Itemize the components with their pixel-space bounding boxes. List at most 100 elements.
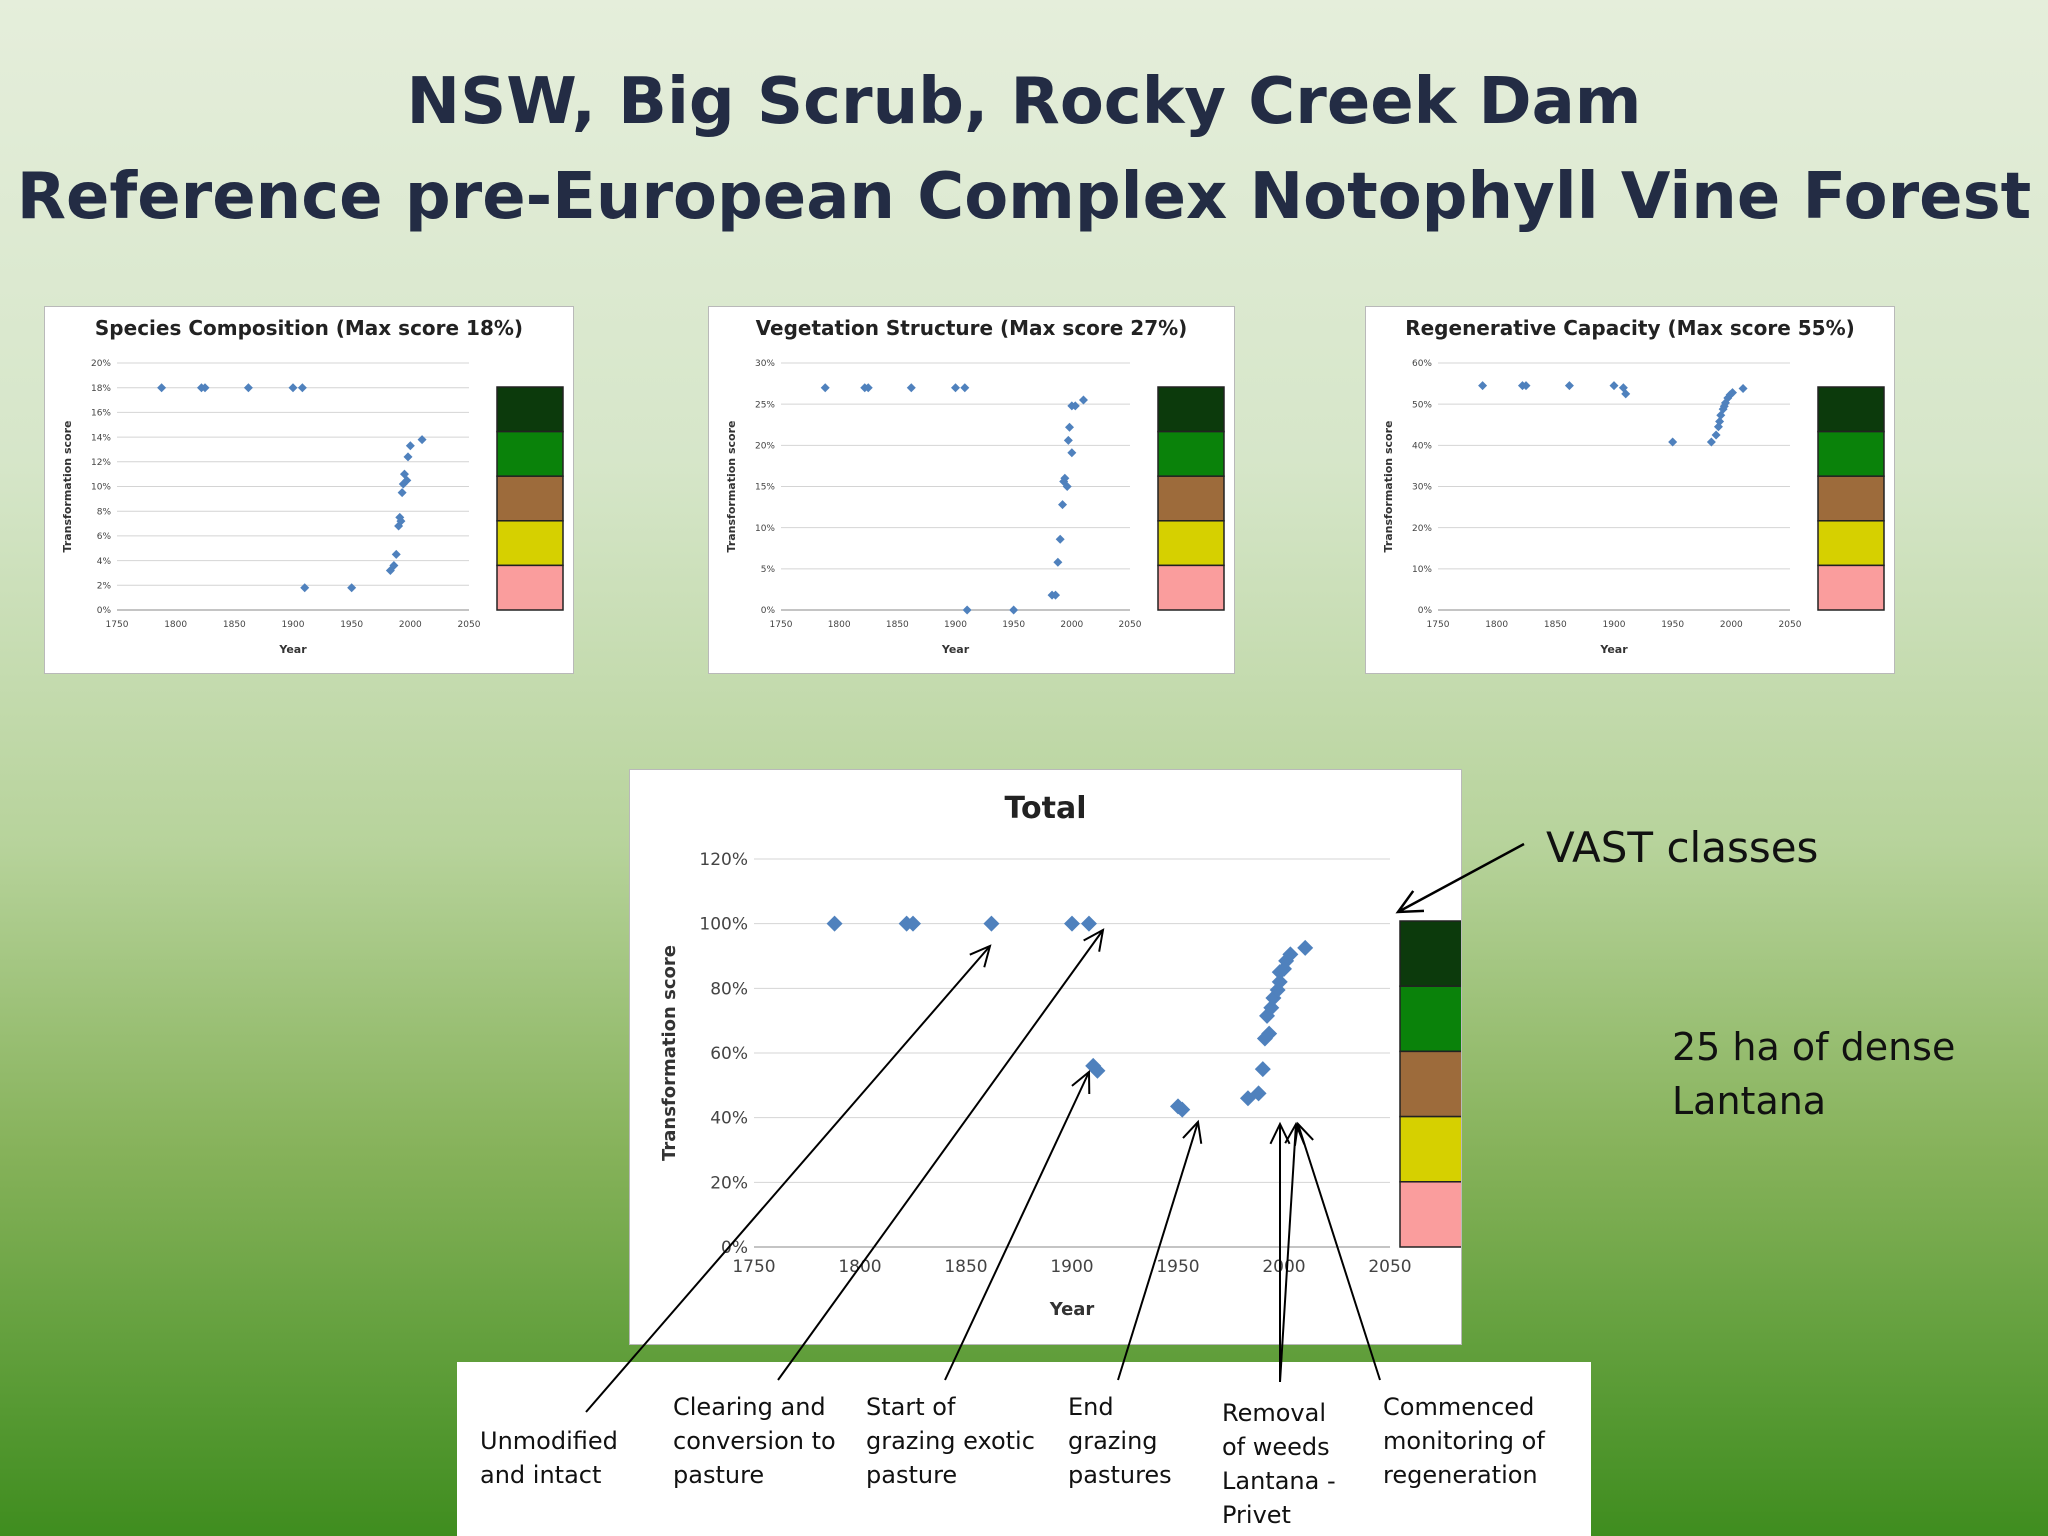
x-tick-label: 1800 — [828, 620, 851, 630]
vast-class-band — [1817, 386, 1885, 433]
y-axis-label: Transformation score — [659, 945, 680, 1161]
y-tick-label: 15% — [755, 483, 775, 493]
y-axis-label: Transformation score — [725, 421, 738, 553]
data-point — [1706, 437, 1716, 447]
x-tick-label: 1900 — [1050, 1257, 1093, 1277]
vast-class-band — [1817, 430, 1885, 477]
data-point — [1297, 939, 1314, 956]
data-point — [157, 383, 167, 393]
y-tick-label: 2% — [97, 581, 112, 591]
y-tick-label: 0% — [1418, 606, 1433, 616]
data-point — [1618, 383, 1628, 393]
species-composition-chart: Species Composition (Max score 18%) 0% 2% 4… — [44, 306, 574, 674]
vast-class-band — [1817, 564, 1885, 611]
y-tick-label: 20% — [755, 441, 775, 451]
vast-class-band — [1817, 475, 1885, 522]
vast-class-band — [1157, 564, 1225, 611]
x-tick-label: 1850 — [944, 1257, 987, 1277]
y-tick-label: 50% — [1412, 400, 1432, 410]
data-point — [906, 383, 916, 393]
data-point — [863, 383, 873, 393]
y-tick-label: 0% — [97, 606, 112, 616]
y-tick-label: 5% — [761, 565, 776, 575]
annotation-monitoring: Commenced monitoring of regeneration — [1383, 1393, 1545, 1489]
annotation-clearing: Clearing and conversion to pasture — [673, 1393, 836, 1489]
x-tick-label: 2050 — [1368, 1257, 1411, 1277]
chart-title: Regenerative Capacity (Max score 55%) — [1405, 316, 1855, 340]
x-tick-label: 1950 — [1156, 1257, 1199, 1277]
x-tick-label: 1950 — [1002, 620, 1025, 630]
data-point — [1261, 1025, 1278, 1042]
x-axis-label: Year — [278, 643, 307, 656]
data-point — [905, 915, 921, 932]
chart-title: Species Composition (Max score 18%) — [95, 316, 523, 340]
y-tick-label: 10% — [1412, 565, 1432, 575]
data-point — [1078, 395, 1088, 405]
data-point — [405, 441, 415, 451]
data-point — [962, 605, 972, 615]
data-point — [1621, 389, 1631, 399]
data-point — [397, 488, 407, 498]
y-tick-label: 20% — [91, 359, 111, 369]
x-tick-label: 1750 — [732, 1257, 775, 1277]
x-tick-label: 2000 — [1262, 1257, 1305, 1277]
vast-class-band — [1399, 1050, 1461, 1118]
x-axis-label: Year — [941, 643, 970, 656]
data-point — [960, 383, 970, 393]
data-point — [983, 915, 1000, 932]
data-point — [1668, 437, 1678, 447]
data-point — [1067, 448, 1077, 458]
chart-title: Vegetation Structure (Max score 27%) — [756, 316, 1188, 340]
regenerative-capacity-chart: Regenerative Capacity (Max score 55%) 0% 1… — [1365, 306, 1895, 674]
data-point — [297, 383, 307, 393]
x-axis-label: Year — [1599, 643, 1628, 656]
x-tick-label: 2050 — [1779, 620, 1802, 630]
vast-class-band — [496, 475, 564, 522]
vegetation-structure-chart: Vegetation Structure (Max score 27%) 0% 5%… — [708, 306, 1235, 674]
data-point — [1080, 915, 1097, 932]
data-point — [347, 583, 357, 593]
vast-class-band — [496, 564, 564, 611]
data-point — [1271, 973, 1288, 990]
x-tick-label: 2000 — [1060, 620, 1083, 630]
data-point — [1609, 381, 1619, 391]
x-tick-label: 1900 — [1603, 620, 1626, 630]
data-point — [396, 516, 406, 526]
y-tick-label: 40% — [1412, 441, 1432, 451]
x-tick-label: 1750 — [106, 620, 129, 630]
data-point — [1738, 384, 1748, 394]
data-point — [1564, 381, 1574, 391]
y-tick-label: 60% — [1412, 359, 1432, 369]
data-point — [1062, 482, 1072, 491]
y-tick-label: 20% — [1412, 524, 1432, 534]
y-tick-label: 6% — [97, 532, 112, 542]
vast-classes-label: VAST classes — [1546, 823, 1819, 872]
data-point — [417, 435, 427, 445]
data-point — [1009, 605, 1019, 615]
data-point — [1055, 534, 1065, 544]
x-tick-label: 1750 — [770, 620, 793, 630]
y-axis-label: Transformation score — [61, 421, 74, 553]
vast-class-band — [1157, 475, 1225, 522]
y-axis-label: Transformation score — [1382, 421, 1395, 553]
vast-class-band — [1399, 985, 1461, 1053]
data-point — [1259, 1007, 1276, 1024]
x-tick-label: 1800 — [164, 620, 187, 630]
vast-class-band — [1399, 920, 1461, 987]
vast-class-band — [1157, 386, 1225, 433]
data-point — [300, 583, 310, 593]
data-point — [1063, 435, 1073, 445]
x-tick-label: 1850 — [1544, 620, 1567, 630]
data-point — [1060, 473, 1070, 483]
annotation-unmodified: Unmodified and intact — [480, 1427, 618, 1489]
y-tick-label: 40% — [710, 1109, 748, 1129]
y-tick-label: 14% — [91, 433, 111, 443]
data-point — [200, 383, 210, 393]
data-point — [826, 915, 843, 932]
data-point — [1723, 393, 1733, 403]
y-tick-label: 20% — [710, 1173, 748, 1193]
data-point — [1521, 381, 1531, 391]
data-point — [1053, 557, 1063, 567]
lantana-note: 25 ha of dense Lantana — [1672, 1025, 1956, 1123]
data-point — [1282, 946, 1299, 963]
